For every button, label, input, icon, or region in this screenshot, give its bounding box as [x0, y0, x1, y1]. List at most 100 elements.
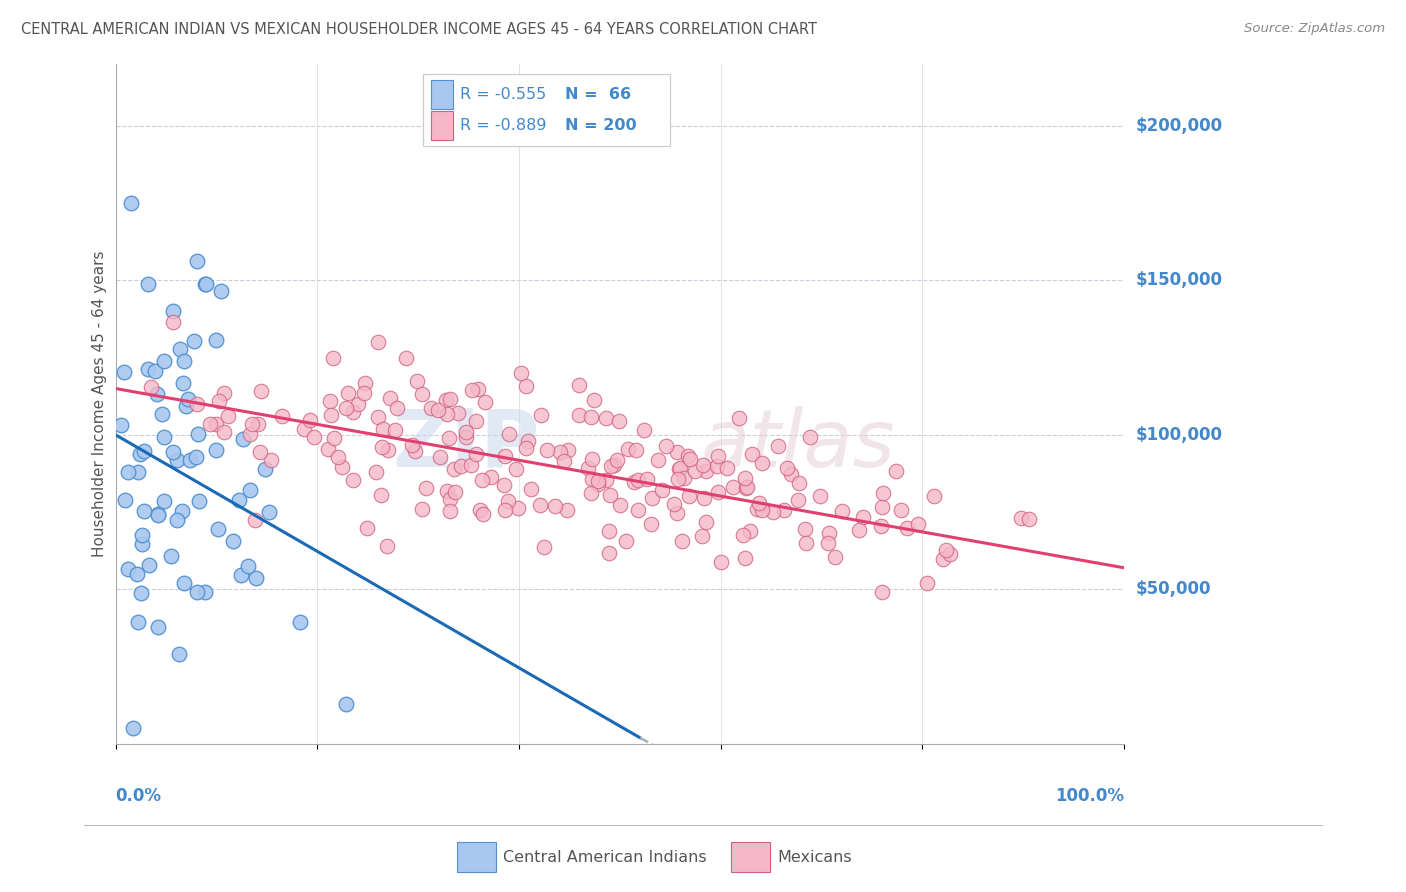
Point [127, 615, 149, 630]
Point [517, 434, 540, 448]
Point [318, 442, 340, 456]
Point [132, 504, 155, 518]
Point [377, 443, 399, 458]
Point [394, 351, 416, 366]
Point [288, 615, 311, 629]
Point [427, 403, 450, 417]
Point [479, 470, 502, 484]
Point [239, 426, 262, 441]
Point [153, 354, 176, 368]
Point [623, 475, 645, 490]
Point [641, 491, 664, 505]
Point [187, 493, 209, 508]
Point [817, 535, 839, 549]
Point [437, 431, 460, 445]
Point [242, 417, 264, 431]
Point [544, 499, 567, 513]
Point [209, 285, 232, 299]
Point [581, 452, 603, 467]
Point [131, 537, 153, 551]
Point [633, 423, 655, 437]
Point [734, 471, 756, 485]
Text: $150,000: $150,000 [1135, 271, 1222, 289]
Point [232, 433, 254, 447]
Point [139, 380, 162, 394]
Point [148, 620, 170, 634]
Point [498, 494, 520, 508]
Text: Source: ZipAtlas.com: Source: ZipAtlas.com [1244, 22, 1385, 36]
Point [734, 550, 756, 565]
Point [869, 519, 891, 533]
Point [870, 585, 893, 599]
Point [515, 379, 537, 393]
Point [404, 443, 426, 458]
Point [384, 423, 406, 437]
Point [162, 444, 184, 458]
Point [356, 520, 378, 534]
Point [607, 414, 630, 428]
Point [166, 453, 188, 467]
Point [174, 400, 197, 414]
Point [768, 439, 790, 453]
Text: Mexicans: Mexicans [778, 850, 852, 864]
Point [385, 401, 408, 415]
Point [436, 483, 458, 498]
Text: N = 200: N = 200 [565, 118, 637, 133]
Y-axis label: Householder Income Ages 45 - 64 years: Householder Income Ages 45 - 64 years [93, 251, 107, 558]
Point [666, 445, 689, 459]
Point [131, 528, 153, 542]
Point [548, 445, 571, 459]
Point [299, 412, 322, 426]
Point [162, 315, 184, 329]
Point [576, 461, 599, 475]
Point [411, 386, 433, 401]
Point [598, 546, 620, 560]
Point [443, 461, 465, 475]
Point [169, 342, 191, 356]
Point [595, 473, 617, 487]
Point [173, 353, 195, 368]
Text: ZIP: ZIP [392, 406, 538, 483]
Text: Central American Indians: Central American Indians [503, 850, 707, 864]
Point [184, 450, 207, 464]
Point [353, 386, 375, 401]
Point [342, 405, 364, 419]
Point [808, 489, 831, 503]
Point [626, 473, 648, 487]
Point [461, 383, 484, 397]
Point [617, 442, 640, 456]
Point [207, 522, 229, 536]
Point [150, 408, 173, 422]
Point [627, 503, 650, 517]
Point [794, 536, 817, 550]
Point [323, 431, 346, 445]
Point [474, 394, 496, 409]
Point [444, 485, 467, 500]
Point [321, 409, 343, 423]
Point [579, 409, 602, 424]
Point [186, 585, 208, 599]
Point [762, 505, 785, 519]
Point [187, 426, 209, 441]
Point [245, 513, 267, 527]
Point [205, 417, 228, 431]
Point [728, 411, 751, 425]
Point [751, 503, 773, 517]
Point [464, 447, 486, 461]
Text: 0.0%: 0.0% [115, 788, 162, 805]
Point [208, 393, 231, 408]
Point [194, 277, 217, 291]
Point [735, 480, 758, 494]
Point [148, 508, 170, 522]
Point [364, 466, 387, 480]
Point [579, 486, 602, 500]
Point [454, 425, 477, 439]
Point [447, 405, 470, 419]
Point [614, 533, 637, 548]
Point [568, 377, 591, 392]
Text: N =  66: N = 66 [565, 87, 631, 103]
Point [787, 492, 810, 507]
Point [439, 504, 461, 518]
Point [794, 522, 817, 536]
Point [294, 422, 316, 436]
